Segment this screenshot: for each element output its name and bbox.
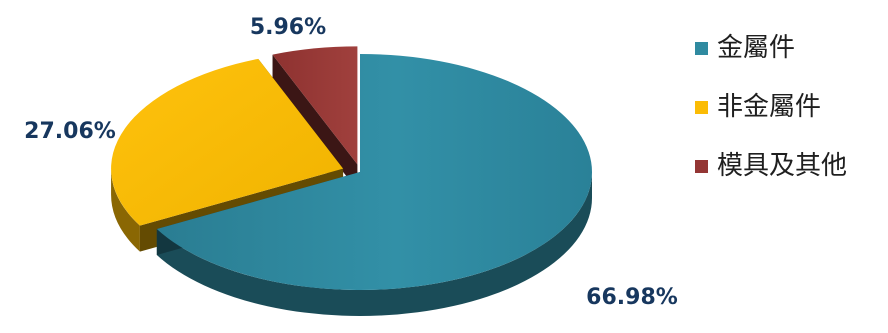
- slice-top-模具及其他: [272, 46, 358, 165]
- slice-top-金屬件: [156, 54, 592, 290]
- legend-item-metal: 金屬件: [695, 30, 847, 66]
- legend-label: 模具及其他: [717, 151, 848, 181]
- legend-item-nonmetal: 非金屬件: [695, 89, 847, 125]
- legend-swatch: [695, 41, 708, 55]
- legend-label: 金屬件: [717, 33, 796, 63]
- slice-side-2: [111, 168, 140, 252]
- legend-swatch: [695, 100, 708, 114]
- slice-side-1: [156, 172, 592, 317]
- pie-slice-3: [272, 46, 358, 191]
- legend-swatch: [695, 159, 708, 173]
- legend: 金屬件 非金屬件 模具及其他: [695, 30, 847, 207]
- legend-label: 非金屬件: [717, 92, 822, 122]
- data-label-3: 5.96%: [250, 15, 326, 40]
- legend-item-mold-other: 模具及其他: [695, 148, 847, 184]
- slice-wall-3-0: [272, 54, 358, 191]
- slice-top-非金屬件: [111, 58, 344, 226]
- data-label-2: 27.06%: [24, 119, 116, 144]
- pie-slice-1: [156, 54, 592, 317]
- data-label-1: 66.98%: [586, 285, 678, 310]
